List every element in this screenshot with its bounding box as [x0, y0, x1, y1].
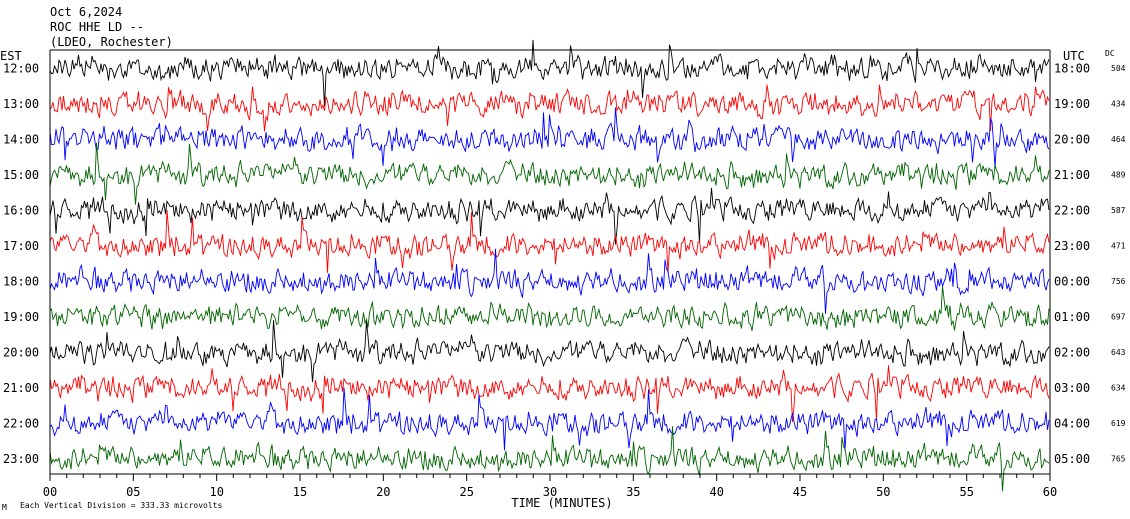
x-tick-label: 00: [43, 485, 57, 499]
utc-label: 01:00: [1054, 310, 1090, 324]
est-label: 16:00: [3, 204, 39, 218]
utc-label: 22:00: [1054, 204, 1090, 218]
est-label: 19:00: [3, 310, 39, 324]
header: Oct 6,2024 ROC HHE LD -- (LDEO, Rocheste…: [50, 5, 173, 49]
trace-1300: [49, 84, 1050, 132]
x-tick-label: 45: [793, 485, 807, 499]
network-name: (LDEO, Rochester): [50, 35, 173, 49]
trace-1700: [49, 210, 1050, 274]
dc-axis-title: DC: [1105, 49, 1115, 58]
dc-value: 643: [1111, 348, 1126, 357]
est-label: 21:00: [3, 381, 39, 395]
est-label: 22:00: [3, 417, 39, 431]
dc-value: 504: [1111, 64, 1126, 73]
x-tick-label: 10: [209, 485, 223, 499]
est-label: 20:00: [3, 346, 39, 360]
est-label: 18:00: [3, 275, 39, 289]
trace-2000: [49, 320, 1050, 383]
trace-1600: [49, 187, 1050, 245]
x-tick-label: 35: [626, 485, 640, 499]
dc-value: 619: [1111, 419, 1126, 428]
est-label: 17:00: [3, 239, 39, 253]
est-label: 12:00: [3, 62, 39, 76]
x-tick-label: 40: [709, 485, 723, 499]
x-tick-label: 55: [959, 485, 973, 499]
x-tick-label: 20: [376, 485, 390, 499]
station-code: ROC HHE LD --: [50, 20, 144, 34]
est-label: 23:00: [3, 452, 39, 466]
utc-label: 19:00: [1054, 97, 1090, 111]
x-axis-label: TIME (MINUTES): [511, 496, 612, 510]
x-tick-label: 05: [126, 485, 140, 499]
trace-1500: [49, 142, 1050, 205]
x-tick-label: 50: [876, 485, 890, 499]
trace-2300: [49, 426, 1050, 492]
dc-value: 756: [1111, 277, 1126, 286]
dc-value: 634: [1111, 384, 1126, 393]
utc-label: 18:00: [1054, 62, 1090, 76]
logo-mark: M: [2, 503, 7, 512]
trace-2200: [49, 387, 1050, 451]
seismic-traces: [49, 39, 1050, 492]
utc-label: 20:00: [1054, 133, 1090, 147]
utc-label: 23:00: [1054, 239, 1090, 253]
utc-label: 03:00: [1054, 381, 1090, 395]
x-tick-label: 60: [1043, 485, 1057, 499]
est-label: 14:00: [3, 133, 39, 147]
dc-value: 434: [1111, 100, 1126, 109]
dc-value: 489: [1111, 171, 1126, 180]
row-labels: 12:00 18:00 504 13:00 19:00 434 14:00 20:00 464 1…: [3, 62, 1126, 467]
trace-1400: [49, 107, 1050, 169]
trace-1800: [49, 248, 1050, 314]
utc-label: 00:00: [1054, 275, 1090, 289]
dc-value: 471: [1111, 242, 1126, 251]
est-label: 15:00: [3, 168, 39, 182]
x-tick-label: 15: [293, 485, 307, 499]
utc-label: 02:00: [1054, 346, 1090, 360]
x-tick-label: 30: [543, 485, 557, 499]
x-axis-ticks: 00 05 10 15 20 25 30 35 40 45 50 55 60: [43, 474, 1057, 499]
x-tick-label: 25: [459, 485, 473, 499]
trace-2100: [49, 365, 1050, 422]
utc-label: 04:00: [1054, 417, 1090, 431]
trace-1200: [49, 39, 1050, 107]
trace-1900: [49, 286, 1050, 331]
dc-value: 765: [1111, 455, 1126, 464]
est-axis-title: EST: [0, 49, 22, 63]
utc-label: 05:00: [1054, 452, 1090, 466]
dc-value: 587: [1111, 206, 1126, 215]
scale-note: Each Vertical Division = 333.33 microvol…: [20, 501, 222, 510]
est-label: 13:00: [3, 97, 39, 111]
utc-axis-title: UTC: [1063, 49, 1085, 63]
dc-value: 464: [1111, 135, 1126, 144]
plot-frame: [49, 49, 1051, 475]
utc-label: 21:00: [1054, 168, 1090, 182]
dc-value: 697: [1111, 313, 1126, 322]
chart-date: Oct 6,2024: [50, 5, 122, 19]
